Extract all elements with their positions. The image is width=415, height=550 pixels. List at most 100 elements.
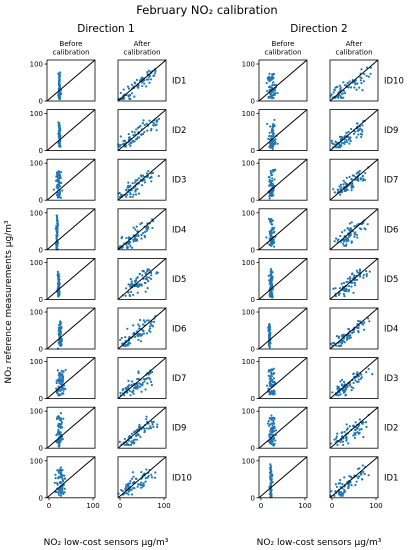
data-point <box>360 82 363 85</box>
data-point <box>342 240 345 243</box>
data-point <box>59 492 63 495</box>
reference-line <box>258 59 308 102</box>
data-point <box>135 429 138 432</box>
data-point <box>272 123 275 126</box>
data-point <box>137 483 141 486</box>
data-point <box>272 288 275 291</box>
data-point <box>356 129 359 133</box>
data-point <box>343 244 346 247</box>
data-point <box>57 424 60 427</box>
data-point <box>129 144 132 147</box>
data-point <box>132 392 135 395</box>
data-point <box>359 76 362 79</box>
scatter-panel: 0 100 <box>242 307 308 354</box>
data-point <box>268 342 271 346</box>
panel-frame <box>46 158 96 201</box>
scatter-panel: 0 100 <box>242 158 308 205</box>
data-point <box>55 440 58 444</box>
data-point <box>134 82 137 85</box>
data-point <box>130 432 134 435</box>
y-tick-label: 100 <box>242 408 255 416</box>
data-point <box>147 373 150 376</box>
data-point <box>136 377 139 381</box>
data-point <box>365 74 368 77</box>
data-point <box>146 70 149 74</box>
data-point <box>56 274 59 277</box>
data-point <box>359 127 362 130</box>
data-point <box>128 389 131 393</box>
sensor-id-label: ID5 <box>172 275 186 285</box>
data-point <box>58 82 61 85</box>
data-point <box>140 175 143 178</box>
data-point <box>364 178 367 182</box>
data-point <box>145 278 149 281</box>
data-point <box>135 238 138 241</box>
data-point <box>136 230 139 233</box>
y-tick-label: 100 <box>242 209 255 217</box>
y-tick-label: 0 <box>251 296 255 304</box>
data-point <box>270 414 273 417</box>
data-point <box>344 92 347 95</box>
reference-line <box>46 456 96 499</box>
data-point <box>56 481 59 485</box>
data-point <box>143 281 146 284</box>
data-point <box>55 246 58 250</box>
data-point <box>125 344 128 347</box>
data-point <box>270 279 273 282</box>
data-point <box>341 389 344 392</box>
data-point <box>353 225 356 228</box>
reference-line <box>46 158 96 201</box>
data-point <box>127 236 131 239</box>
data-point <box>367 367 370 371</box>
panel-frame <box>329 307 379 350</box>
data-point <box>128 143 131 146</box>
y-tick-label: 0 <box>251 445 255 453</box>
data-point <box>332 188 335 191</box>
data-point <box>130 493 134 496</box>
data-point <box>143 380 146 383</box>
reference-line <box>258 208 308 251</box>
data-point <box>132 193 135 196</box>
data-point <box>356 467 360 471</box>
data-point <box>146 287 149 290</box>
data-point <box>361 89 364 92</box>
reference-line <box>258 109 308 151</box>
panel-frame <box>46 357 96 400</box>
data-point <box>59 330 62 333</box>
reference-line <box>329 208 379 251</box>
data-point <box>270 135 273 138</box>
data-point <box>364 228 367 231</box>
reference-line <box>258 307 308 350</box>
data-point <box>343 476 346 479</box>
data-point <box>58 332 61 335</box>
scatter-panel <box>117 109 167 151</box>
data-point <box>125 287 128 290</box>
scatter-panel: 0 100 <box>242 257 308 304</box>
data-point <box>58 184 61 188</box>
data-point <box>276 142 279 145</box>
data-point <box>339 88 342 91</box>
data-point <box>128 435 131 438</box>
data-point <box>352 132 356 135</box>
data-point <box>349 234 352 237</box>
panel-frame <box>46 456 96 499</box>
data-point <box>363 328 366 331</box>
data-point <box>138 332 141 336</box>
data-point <box>329 342 333 346</box>
data-point <box>269 234 272 237</box>
data-point <box>353 274 356 277</box>
data-point <box>339 94 342 98</box>
data-point <box>330 139 333 142</box>
data-point <box>142 319 145 322</box>
data-point <box>347 236 350 239</box>
data-point <box>137 371 140 375</box>
data-point <box>337 189 340 193</box>
data-point <box>58 433 61 436</box>
data-point <box>348 337 351 340</box>
data-point <box>64 387 67 391</box>
data-point <box>341 342 344 345</box>
y-tick-label: 0 <box>39 98 43 106</box>
data-point <box>56 483 59 486</box>
data-point <box>353 436 357 440</box>
